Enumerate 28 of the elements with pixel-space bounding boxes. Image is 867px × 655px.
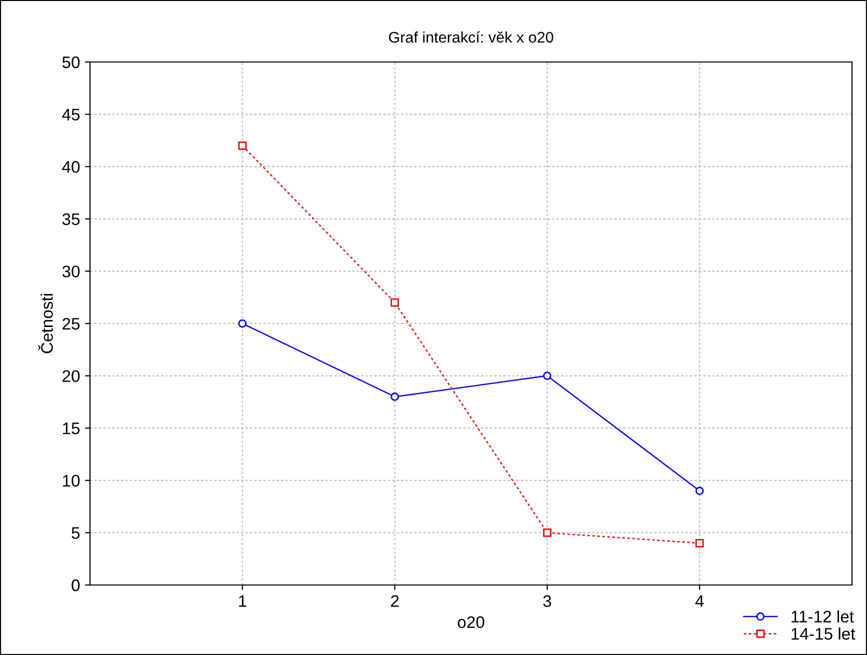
point bbox=[543, 372, 552, 380]
point bbox=[238, 142, 247, 150]
point bbox=[238, 319, 247, 328]
x-tick-label: 4 bbox=[695, 595, 704, 607]
y-tick-label: 30 bbox=[62, 266, 80, 278]
y-axis-title: Četnosti bbox=[38, 294, 53, 354]
x-tick-label: 2 bbox=[391, 595, 399, 607]
x-tick-label: 1 bbox=[239, 595, 246, 607]
y-tick-label: 25 bbox=[62, 318, 80, 330]
point bbox=[543, 528, 552, 537]
x-tick-label: 3 bbox=[543, 595, 552, 607]
y-tick-label: 5 bbox=[72, 527, 80, 539]
point bbox=[695, 538, 704, 548]
legend-label: 14-15 let bbox=[792, 628, 856, 640]
point bbox=[390, 298, 399, 307]
y-tick-label: 45 bbox=[62, 108, 80, 121]
y-tick-label: 40 bbox=[62, 161, 80, 173]
point bbox=[390, 392, 399, 401]
y-tick-label: 35 bbox=[62, 213, 80, 226]
x-axis-title: o20 bbox=[458, 616, 484, 628]
legend-label: 11-12 let bbox=[792, 610, 854, 623]
y-tick-label: 0 bbox=[72, 579, 80, 592]
y-tick-label: 50 bbox=[62, 56, 80, 68]
y-tick-label: 20 bbox=[62, 370, 80, 382]
chart-title: Graf interakcí: věk x o20 bbox=[388, 31, 554, 43]
y-tick-label: 10 bbox=[63, 474, 80, 487]
y-tick-label: 15 bbox=[63, 422, 80, 434]
point bbox=[695, 486, 704, 496]
